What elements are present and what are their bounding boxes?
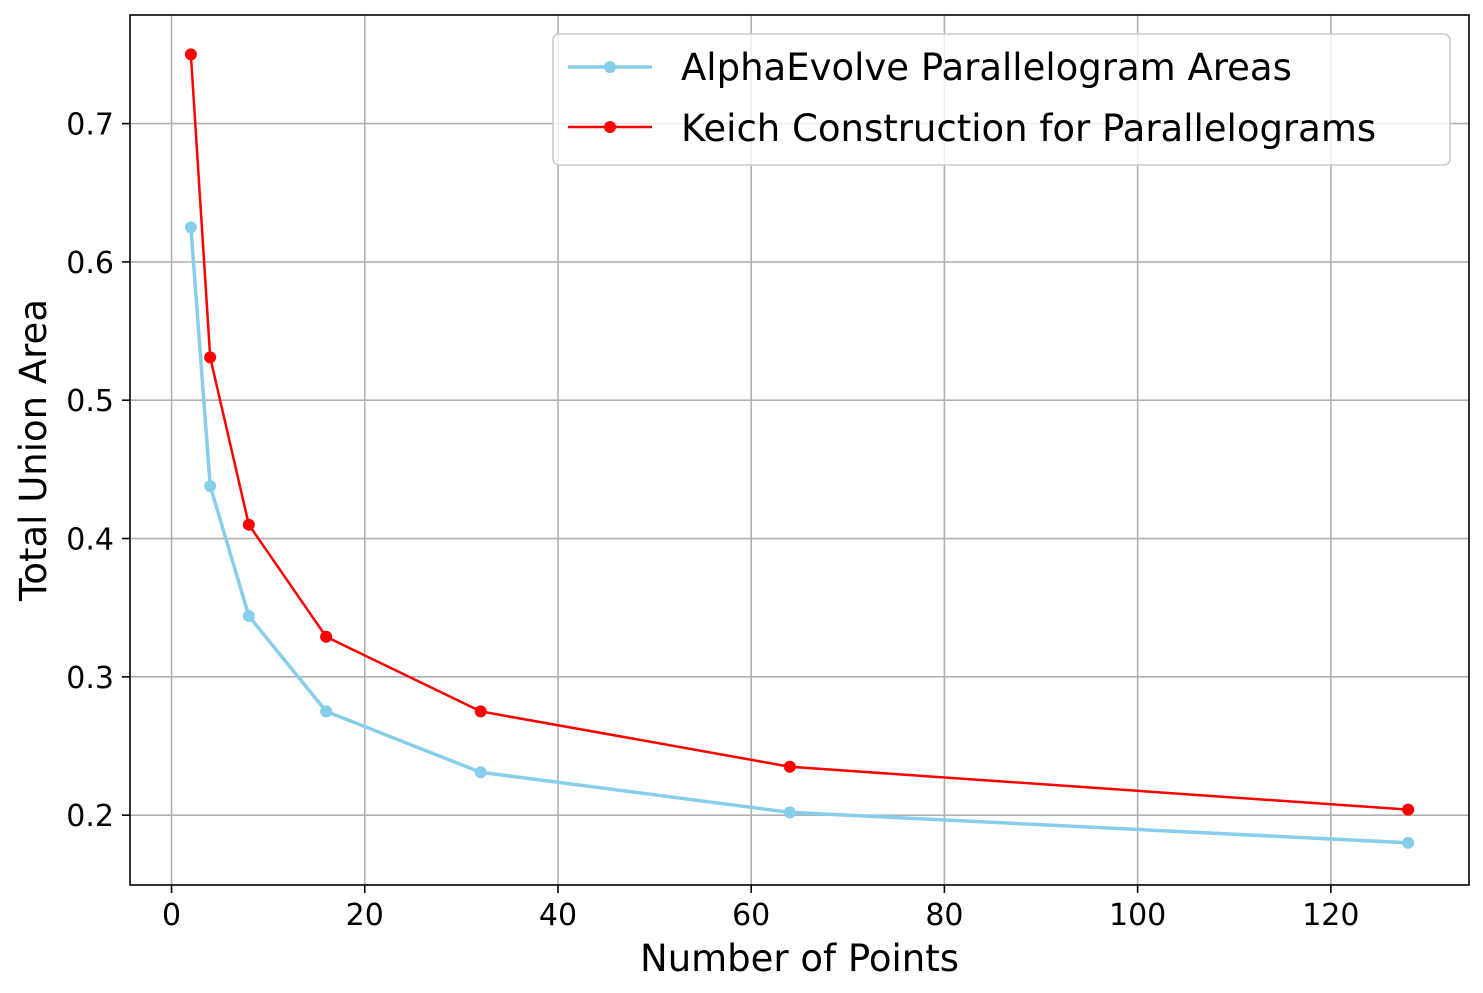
x-tick-label: 80 xyxy=(925,898,963,933)
legend-marker-alphaevolve xyxy=(604,61,616,73)
data-point xyxy=(184,221,197,234)
data-point xyxy=(783,806,796,819)
x-tick-label: 60 xyxy=(732,898,770,933)
x-tick-label: 20 xyxy=(346,898,384,933)
x-tick-label: 120 xyxy=(1302,898,1359,933)
data-point xyxy=(1402,836,1415,849)
data-point xyxy=(783,760,796,773)
x-axis-label: Number of Points xyxy=(640,937,959,980)
data-point xyxy=(1402,803,1415,816)
y-tick-label: 0.7 xyxy=(66,108,114,143)
y-axis-label: Total Union Area xyxy=(12,299,55,602)
series-1 xyxy=(184,48,1415,816)
data-point xyxy=(204,351,217,364)
x-tick-label: 0 xyxy=(162,898,181,933)
legend-box xyxy=(552,33,1451,166)
y-tick-label: 0.5 xyxy=(66,384,114,419)
legend-label-keich: Keich Construction for Parallelograms xyxy=(681,107,1376,150)
series-line xyxy=(189,227,1409,845)
plot-frame xyxy=(129,14,1470,886)
data-point xyxy=(474,705,487,718)
data-point xyxy=(184,48,197,61)
legend: AlphaEvolve Parallelogram Areas Keich Co… xyxy=(552,33,1451,166)
series-line xyxy=(189,54,1409,811)
data-point xyxy=(320,630,333,643)
data-point xyxy=(474,766,487,779)
legend-label-alphaevolve: AlphaEvolve Parallelogram Areas xyxy=(681,46,1292,89)
axis-ticks: 0 20 40 60 80 100 120 0.2 0.3 0.4 0.5 0.6 0.7 xyxy=(66,108,1359,933)
y-tick-label: 0.3 xyxy=(66,661,114,696)
data-point xyxy=(204,479,217,492)
data-point xyxy=(242,518,255,531)
plot-series xyxy=(184,48,1415,849)
x-tick-label: 100 xyxy=(1109,898,1166,933)
data-point xyxy=(242,609,255,622)
series-0 xyxy=(184,221,1415,849)
legend-marker-keich xyxy=(604,121,616,133)
y-tick-label: 0.2 xyxy=(66,799,114,834)
y-tick-label: 0.4 xyxy=(66,523,114,558)
y-tick-label: 0.6 xyxy=(66,246,114,281)
x-tick-label: 40 xyxy=(539,898,577,933)
data-point xyxy=(320,705,333,718)
